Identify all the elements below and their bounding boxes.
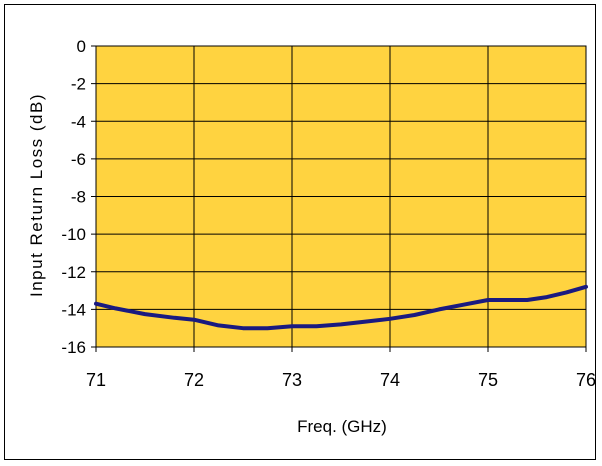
x-tick-label: 71	[86, 370, 106, 390]
x-tick-label: 75	[478, 370, 498, 390]
y-tick-label: -10	[61, 225, 86, 244]
y-tick-label: -8	[71, 188, 86, 207]
series-line	[94, 284, 588, 331]
y-tick-label: -2	[71, 75, 86, 94]
x-tick-label: 72	[184, 370, 204, 390]
x-axis-label: Freq. (GHz)	[297, 417, 387, 436]
x-tick-labels: 71 72 73 74 75 76	[86, 370, 596, 390]
x-tick-label: 73	[282, 370, 302, 390]
gridlines	[91, 45, 587, 352]
y-tick-labels: 0 -2 -4 -6 -8 -10 -12 -14 -16	[61, 37, 86, 357]
y-tick-label: -4	[71, 112, 86, 131]
y-tick-label: -14	[61, 300, 86, 319]
y-tick-label: -6	[71, 150, 86, 169]
y-tick-label: -12	[61, 263, 86, 282]
y-axis-label: Input Return Loss (dB)	[27, 93, 46, 297]
y-tick-label: 0	[77, 37, 86, 56]
x-tick-label: 74	[380, 370, 400, 390]
y-tick-label: -16	[61, 338, 86, 357]
x-tick-label: 76	[576, 370, 596, 390]
